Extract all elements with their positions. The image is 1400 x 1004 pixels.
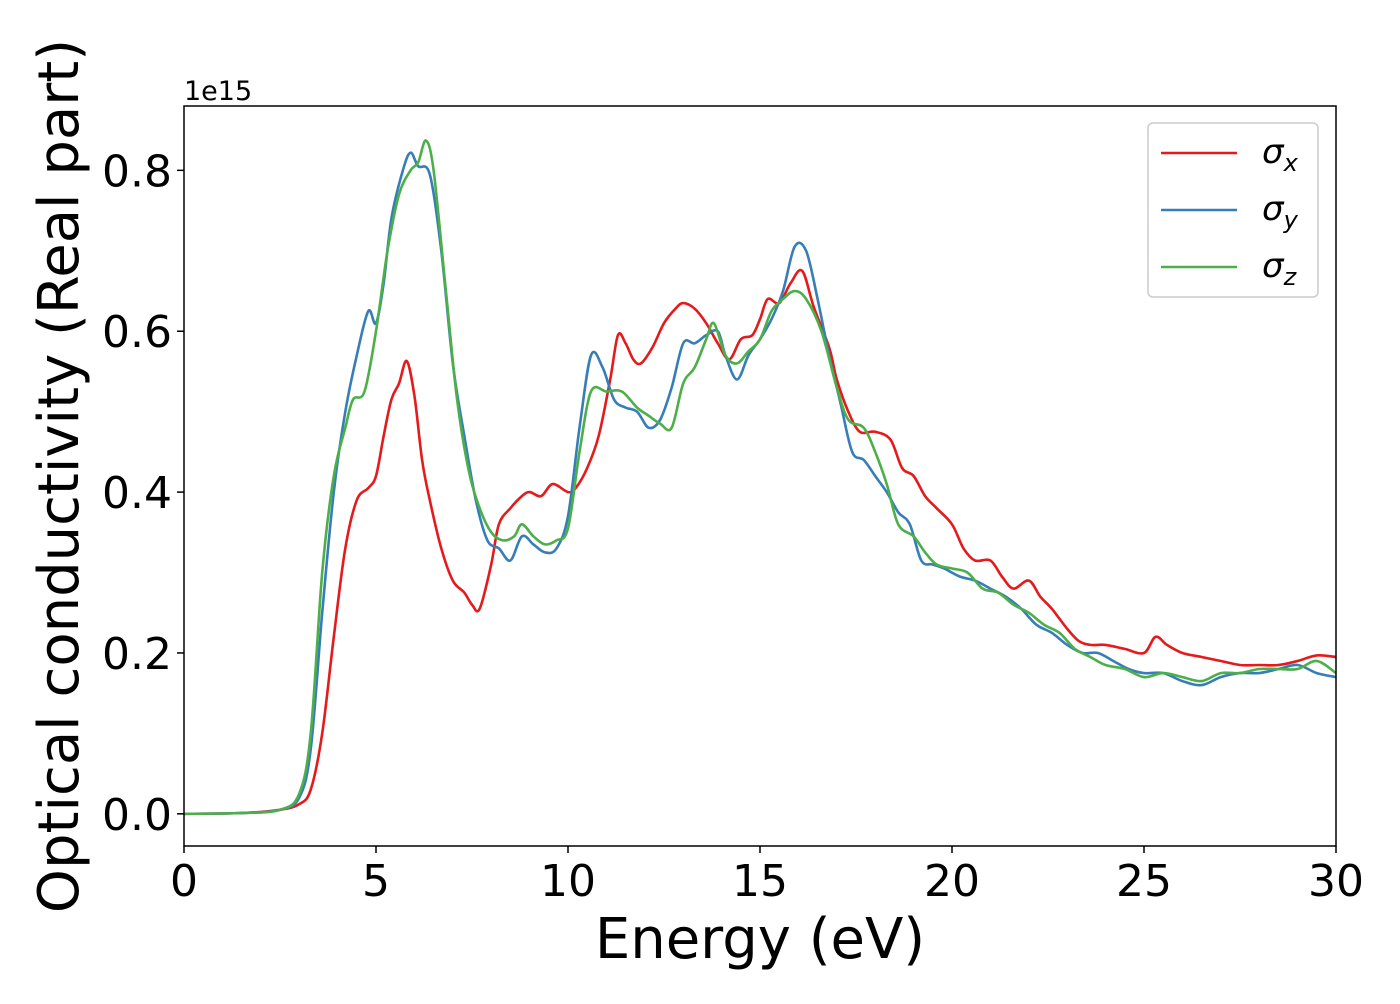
x-tick-label: 0: [170, 856, 198, 907]
legend-label: σy: [1262, 189, 1299, 234]
y-tick-label: 0.0: [102, 790, 172, 841]
series-line-x: [184, 268, 1336, 816]
y-offset-label: 1e15: [184, 76, 252, 107]
x-tick-label: 15: [732, 856, 788, 907]
legend-item-x: σx: [1161, 132, 1299, 177]
y-tick-label: 0.4: [102, 468, 172, 519]
y-axis: 0.0 0.2 0.4 0.6 0.8: [102, 146, 184, 841]
series-line-z: [184, 139, 1336, 816]
series-layer: [184, 139, 1336, 816]
x-tick-label: 10: [540, 856, 596, 907]
y-tick-label: 0.8: [102, 146, 172, 197]
x-tick-label: 25: [1116, 856, 1172, 907]
x-tick-label: 5: [362, 856, 390, 907]
x-tick-label: 30: [1308, 856, 1364, 907]
x-tick-label: 20: [924, 856, 980, 907]
legend-label: σx: [1262, 132, 1299, 177]
legend-item-y: σy: [1161, 189, 1299, 234]
y-axis-label: Optical conductivity (Real part): [27, 39, 92, 913]
legend-label: σz: [1262, 246, 1298, 291]
y-tick-label: 0.6: [102, 307, 172, 358]
legend-item-z: σz: [1161, 246, 1298, 291]
x-axis-label: Energy (eV): [595, 907, 925, 972]
legend: σx σy σz: [1147, 122, 1319, 298]
y-tick-label: 0.2: [102, 629, 172, 680]
x-axis: 0 5 10 15 20 25 30: [170, 846, 1364, 907]
